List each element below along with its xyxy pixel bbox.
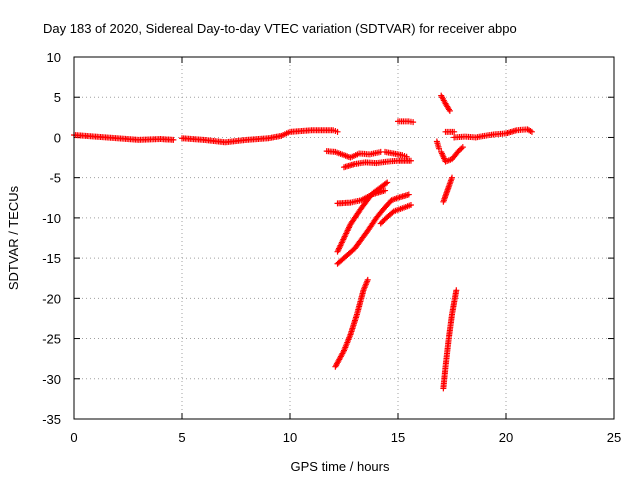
data-point — [405, 191, 412, 198]
y-tick-label: 5 — [54, 90, 61, 105]
data-point — [170, 136, 177, 143]
y-tick-label: -30 — [42, 372, 61, 387]
grid-layer — [74, 57, 614, 419]
data-point — [403, 153, 410, 160]
x-axis-label: GPS time / hours — [291, 459, 390, 474]
y-tick-label: -25 — [42, 332, 61, 347]
data-point — [410, 119, 417, 126]
data-point — [453, 287, 460, 294]
data-point — [407, 157, 414, 164]
y-tick-label: -20 — [42, 291, 61, 306]
data-point — [451, 128, 458, 135]
x-tick-label: 25 — [607, 430, 621, 445]
data-point — [436, 145, 443, 152]
y-axis-label: SDTVAR / TECUs — [6, 185, 21, 290]
y-tick-label: -35 — [42, 412, 61, 427]
y-tick-label: 10 — [47, 50, 61, 65]
data-point — [446, 107, 453, 114]
data-point — [389, 209, 396, 216]
data-point — [364, 276, 371, 283]
data-point — [384, 179, 391, 186]
x-tick-label: 20 — [499, 430, 513, 445]
data-point — [334, 128, 341, 135]
x-tick-label: 15 — [391, 430, 405, 445]
chart-title: Day 183 of 2020, Sidereal Day-to-day VTE… — [43, 21, 517, 36]
y-tick-label: -15 — [42, 251, 61, 266]
tick-layer: 0 5 10 15 20 25 10 5 0 -5 -10 -15 -20 -25 -30 -35 — [42, 50, 621, 445]
y-tick-label: -5 — [49, 171, 61, 186]
x-tick-label: 5 — [178, 430, 185, 445]
x-tick-label: 0 — [70, 430, 77, 445]
y-tick-label: -10 — [42, 211, 61, 226]
data-point — [449, 174, 455, 181]
y-tick-label: 0 — [54, 130, 61, 145]
data-point — [382, 187, 389, 194]
data-markers — [71, 92, 535, 392]
data-point — [459, 144, 466, 151]
data-point — [407, 202, 414, 209]
data-point — [528, 128, 535, 135]
x-tick-label: 10 — [283, 430, 297, 445]
data-point — [382, 180, 389, 187]
plot-frame — [73, 56, 615, 420]
